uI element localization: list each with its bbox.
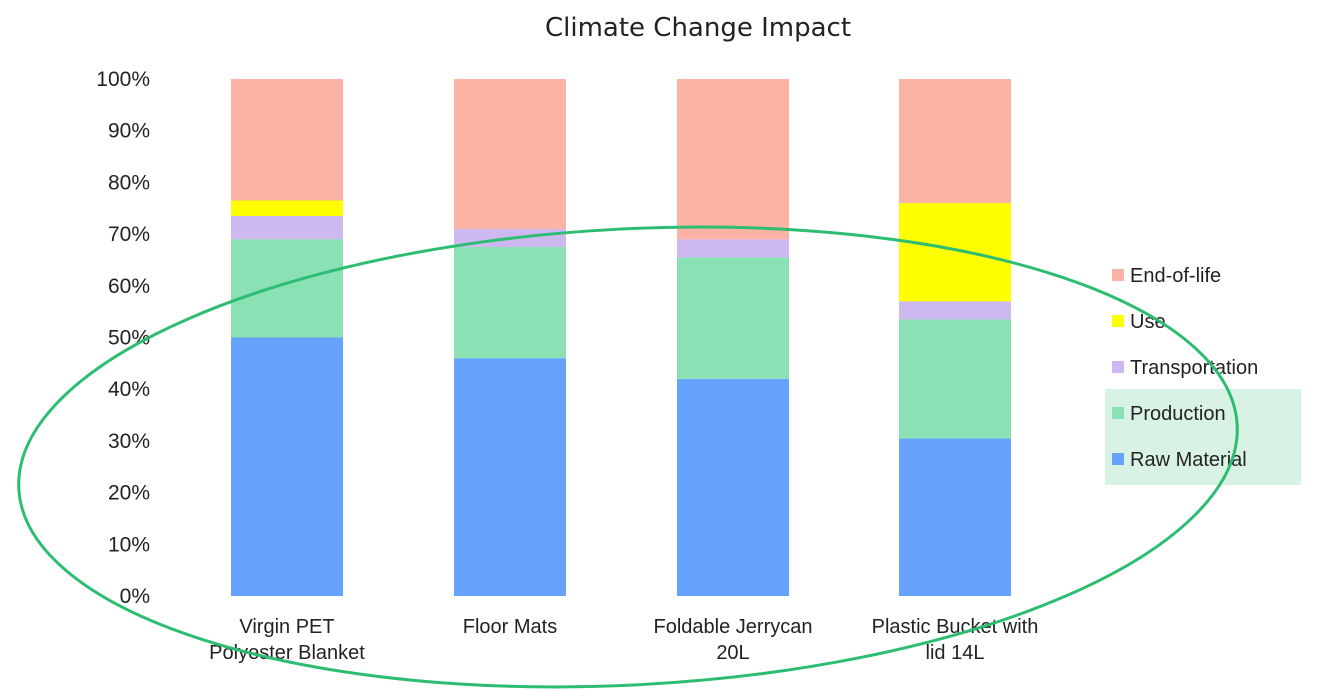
y-tick-label: 30%: [108, 430, 150, 453]
legend-swatch: [1112, 361, 1124, 373]
highlight-ellipse: [17, 225, 1239, 689]
legend: End-of-life Use Transportation Production Ra…: [1105, 265, 1301, 485]
annotation-layer: [17, 225, 1239, 689]
bar-segment-end-of-life: [677, 79, 789, 240]
bar-segment-production: [899, 319, 1011, 439]
bar-segment-use: [231, 200, 343, 217]
category-label: Virgin PET: [239, 616, 334, 638]
category-label: Foldable Jerrycan: [654, 616, 813, 638]
bar-segment-production: [677, 257, 789, 379]
bar-segment-raw-material: [899, 438, 1011, 596]
bar-segment-raw-material: [677, 378, 789, 596]
bar-segment-raw-material: [454, 358, 566, 596]
bar-segment-end-of-life: [231, 79, 343, 201]
bar-segment-production: [454, 247, 566, 359]
y-tick-label: 80%: [108, 171, 150, 194]
bars: [231, 79, 1011, 596]
legend-label: Raw Material: [1130, 449, 1247, 471]
y-axis: 0% 10% 20% 30% 40% 50% 60% 70% 80% 90% 100%: [96, 68, 150, 608]
legend-label: Transportation: [1130, 357, 1258, 379]
y-tick-label: 90%: [108, 120, 150, 143]
chart-title: Climate Change Impact: [545, 13, 851, 43]
y-tick-label: 50%: [108, 327, 150, 350]
bar-segment-transportation: [899, 301, 1011, 320]
legend-label: Use: [1130, 311, 1166, 333]
legend-label: Production: [1130, 403, 1226, 425]
legend-swatch: [1112, 315, 1124, 327]
y-tick-label: 60%: [108, 275, 150, 298]
category-label: lid 14L: [926, 642, 985, 664]
bar-segment-transportation: [677, 239, 789, 258]
category-label: Floor Mats: [463, 616, 557, 638]
legend-swatch: [1112, 269, 1124, 281]
y-tick-label: 20%: [108, 482, 150, 505]
y-tick-label: 0%: [120, 585, 150, 608]
bar-segment-transportation: [231, 216, 343, 240]
y-tick-label: 70%: [108, 223, 150, 246]
bar-segment-end-of-life: [454, 79, 566, 229]
legend-highlight-box: [1105, 389, 1301, 485]
y-tick-label: 40%: [108, 378, 150, 401]
category-label: 20L: [716, 642, 749, 664]
bar-segment-end-of-life: [899, 79, 1011, 204]
legend-swatch: [1112, 407, 1124, 419]
legend-label: End-of-life: [1130, 265, 1221, 287]
legend-swatch: [1112, 453, 1124, 465]
bar-segment-production: [231, 239, 343, 338]
bar-segment-raw-material: [231, 337, 343, 596]
y-tick-label: 100%: [96, 68, 150, 91]
bar-segment-use: [899, 203, 1011, 302]
y-tick-label: 10%: [108, 533, 150, 556]
x-axis: Virgin PET Polyester Blanket Floor Mats Fol…: [209, 616, 1038, 664]
category-label: Polyester Blanket: [209, 642, 365, 664]
